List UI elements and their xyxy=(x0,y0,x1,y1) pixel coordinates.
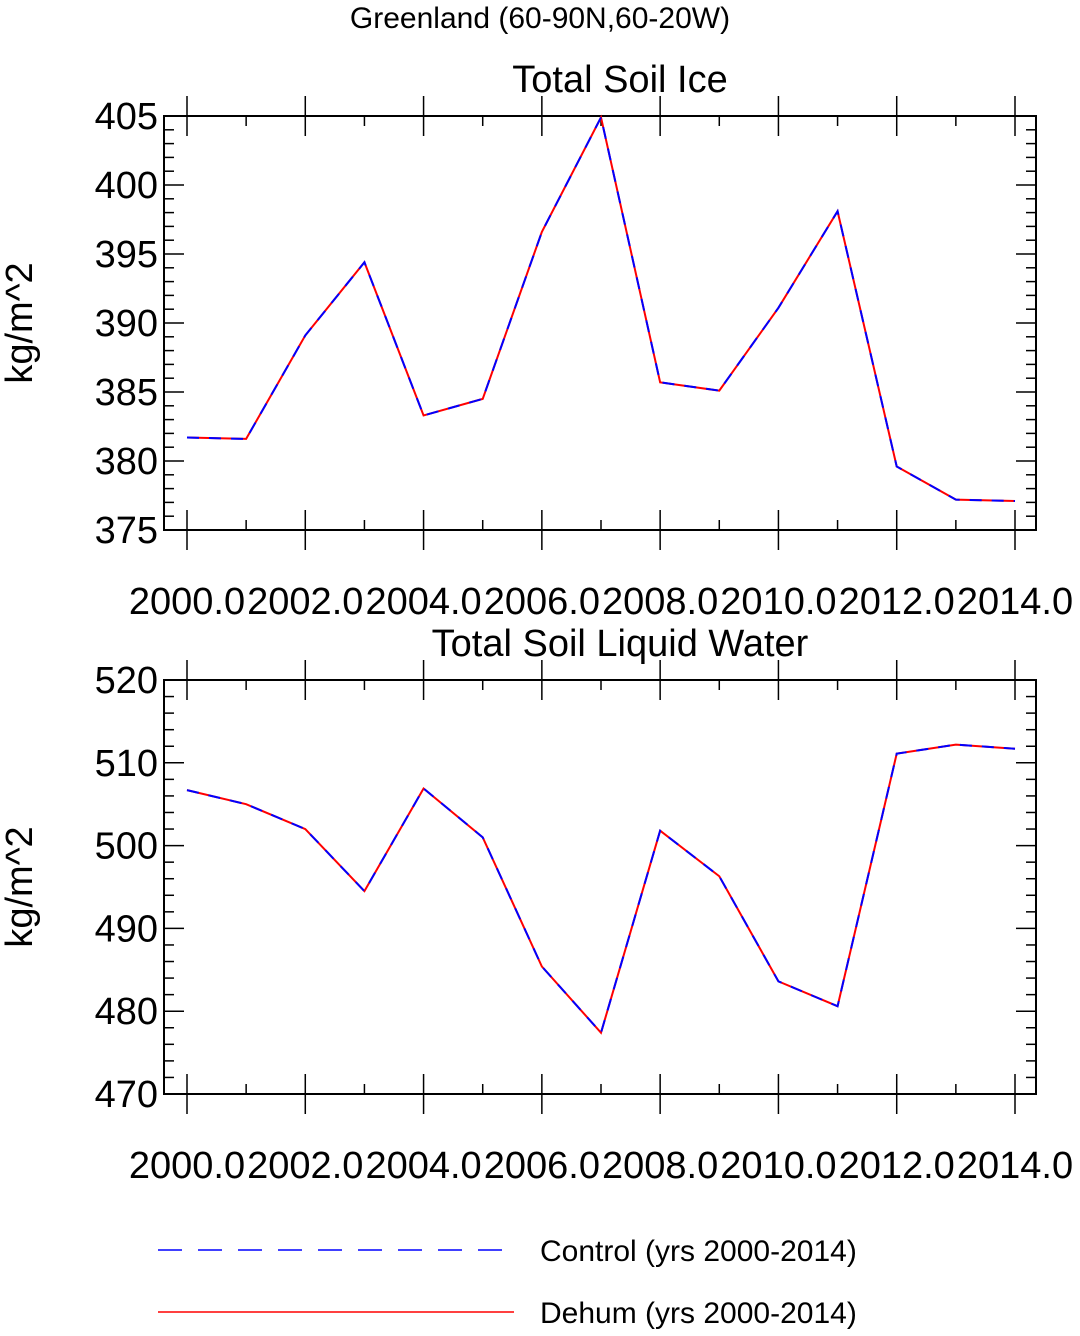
chart-title: Total Soil Ice xyxy=(512,59,727,101)
x-tick-label: 2010.0 xyxy=(720,581,836,623)
y-tick-label: 510 xyxy=(95,743,158,785)
y-tick-label: 375 xyxy=(95,510,158,552)
chart-panel-1: Total Soil Ice kg/m^2 375 380 385 390 395 400 40… xyxy=(0,59,1073,623)
legend-label-1: Control (yrs 2000-2014) xyxy=(540,1235,857,1268)
y-tick-label: 470 xyxy=(95,1074,158,1116)
legend-label-2: Dehum (yrs 2000-2014) xyxy=(540,1297,857,1330)
y-tick-label: 385 xyxy=(95,372,158,414)
y-axis-label: kg/m^2 xyxy=(0,262,41,383)
y-tick-label: 400 xyxy=(95,165,158,207)
x-tick-label: 2010.0 xyxy=(720,1145,836,1187)
x-tick-label: 2002.0 xyxy=(247,581,363,623)
y-tick-label: 405 xyxy=(95,96,158,138)
legend: Control (yrs 2000-2014) Dehum (yrs 2000-2… xyxy=(158,1235,857,1330)
y-tick-label: 520 xyxy=(95,660,158,702)
x-tick-label: 2008.0 xyxy=(602,1145,718,1187)
x-tick-label: 2004.0 xyxy=(365,581,481,623)
y-tick-label: 480 xyxy=(95,991,158,1033)
plot-frame xyxy=(163,679,1037,1095)
y-tick-label: 500 xyxy=(95,826,158,868)
chart-title: Total Soil Liquid Water xyxy=(432,623,809,665)
y-tick-label: 390 xyxy=(95,303,158,345)
x-tick-label: 2000.0 xyxy=(129,1145,245,1187)
x-tick-label: 2006.0 xyxy=(484,581,600,623)
y-tick-label: 490 xyxy=(95,908,158,950)
plot-frame xyxy=(163,115,1037,531)
x-tick-label: 2012.0 xyxy=(839,581,955,623)
x-tick-label: 2008.0 xyxy=(602,581,718,623)
y-axis-label: kg/m^2 xyxy=(0,826,41,947)
x-tick-label: 2014.0 xyxy=(957,1145,1073,1187)
x-tick-label: 2000.0 xyxy=(129,581,245,623)
x-tick-label: 2004.0 xyxy=(365,1145,481,1187)
series-line-control xyxy=(186,114,1016,503)
series-line-dehum xyxy=(186,743,1016,1035)
x-tick-label: 2002.0 xyxy=(247,1145,363,1187)
x-tick-label: 2014.0 xyxy=(957,581,1073,623)
x-tick-label: 2012.0 xyxy=(839,1145,955,1187)
figure-suptitle: Greenland (60-90N,60-20W) xyxy=(350,2,730,35)
chart-panels: Total Soil Ice kg/m^2 375 380 385 390 395 400 40… xyxy=(0,59,1073,1187)
chart-panel-2: Total Soil Liquid Water kg/m^2 470 480 490 50… xyxy=(0,623,1073,1187)
y-tick-label: 395 xyxy=(95,234,158,276)
series-line-control xyxy=(186,743,1016,1035)
y-tick-label: 380 xyxy=(95,441,158,483)
x-tick-label: 2006.0 xyxy=(484,1145,600,1187)
